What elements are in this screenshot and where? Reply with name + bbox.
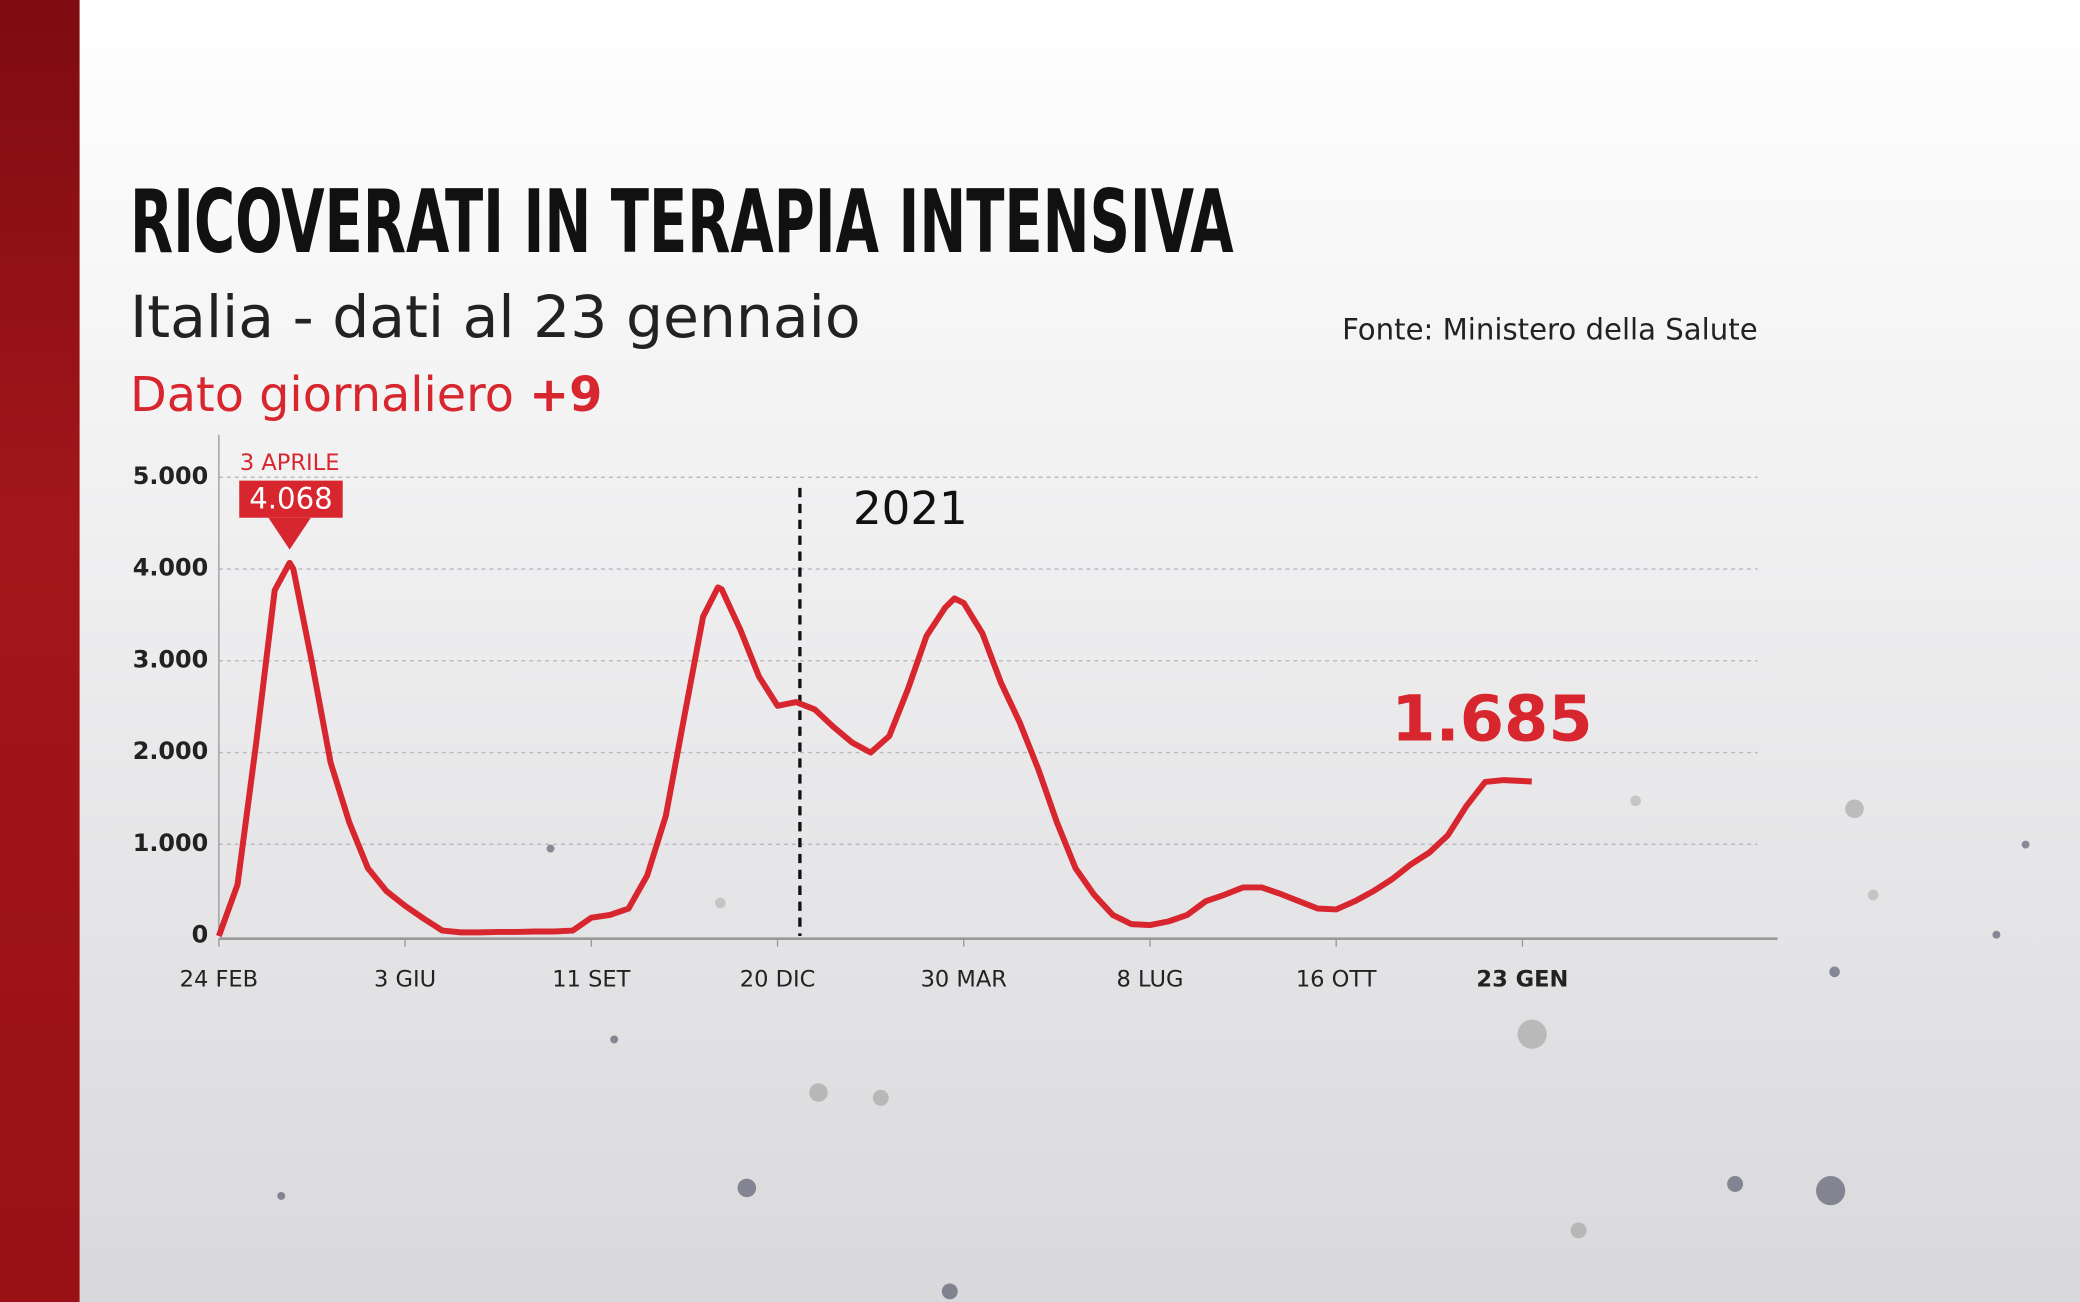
x-tick-label: 11 SET [552, 966, 630, 992]
x-tick-label: 3 GIU [374, 966, 436, 992]
y-tick-label: 3.000 [133, 645, 209, 673]
y-tick-label: 1.000 [133, 829, 209, 857]
chart-title: RICOVERATI IN TERAPIA INTENSIVA [130, 171, 1234, 273]
x-tick-label: 20 DIC [740, 966, 816, 992]
source: Fonte: Ministero della Salute [1342, 312, 1758, 346]
peak-label: 4.068 [249, 482, 332, 516]
chart-subtitle: Italia - dati al 23 gennaio [130, 283, 861, 351]
peak-pointer [268, 517, 311, 550]
y-tick-label: 2.000 [133, 737, 209, 765]
x-tick-label: 23 GEN [1476, 966, 1568, 992]
peak-annotation: 3 APRILE [240, 450, 340, 476]
peak-box [239, 480, 343, 518]
x-tick-label: 16 OTT [1296, 966, 1377, 992]
year-label: 2021 [853, 482, 968, 535]
side-strip [0, 0, 80, 1302]
data-line [216, 559, 1532, 938]
x-tick-label: 24 FEB [180, 966, 259, 992]
daily-value: +9 [529, 368, 602, 423]
y-tick-label: 4.000 [133, 554, 209, 582]
daily-text: Dato giornaliero +9 [130, 368, 602, 423]
y-tick-label: 5.000 [133, 462, 209, 490]
x-tick-label: 30 MAR [921, 966, 1007, 992]
y-tick-label: 0 [192, 921, 209, 949]
decor-dots [277, 795, 2030, 1300]
x-tick-label: 8 LUG [1117, 966, 1184, 992]
end-label: 1.685 [1391, 683, 1592, 757]
daily-label: Dato giornaliero [130, 368, 514, 423]
